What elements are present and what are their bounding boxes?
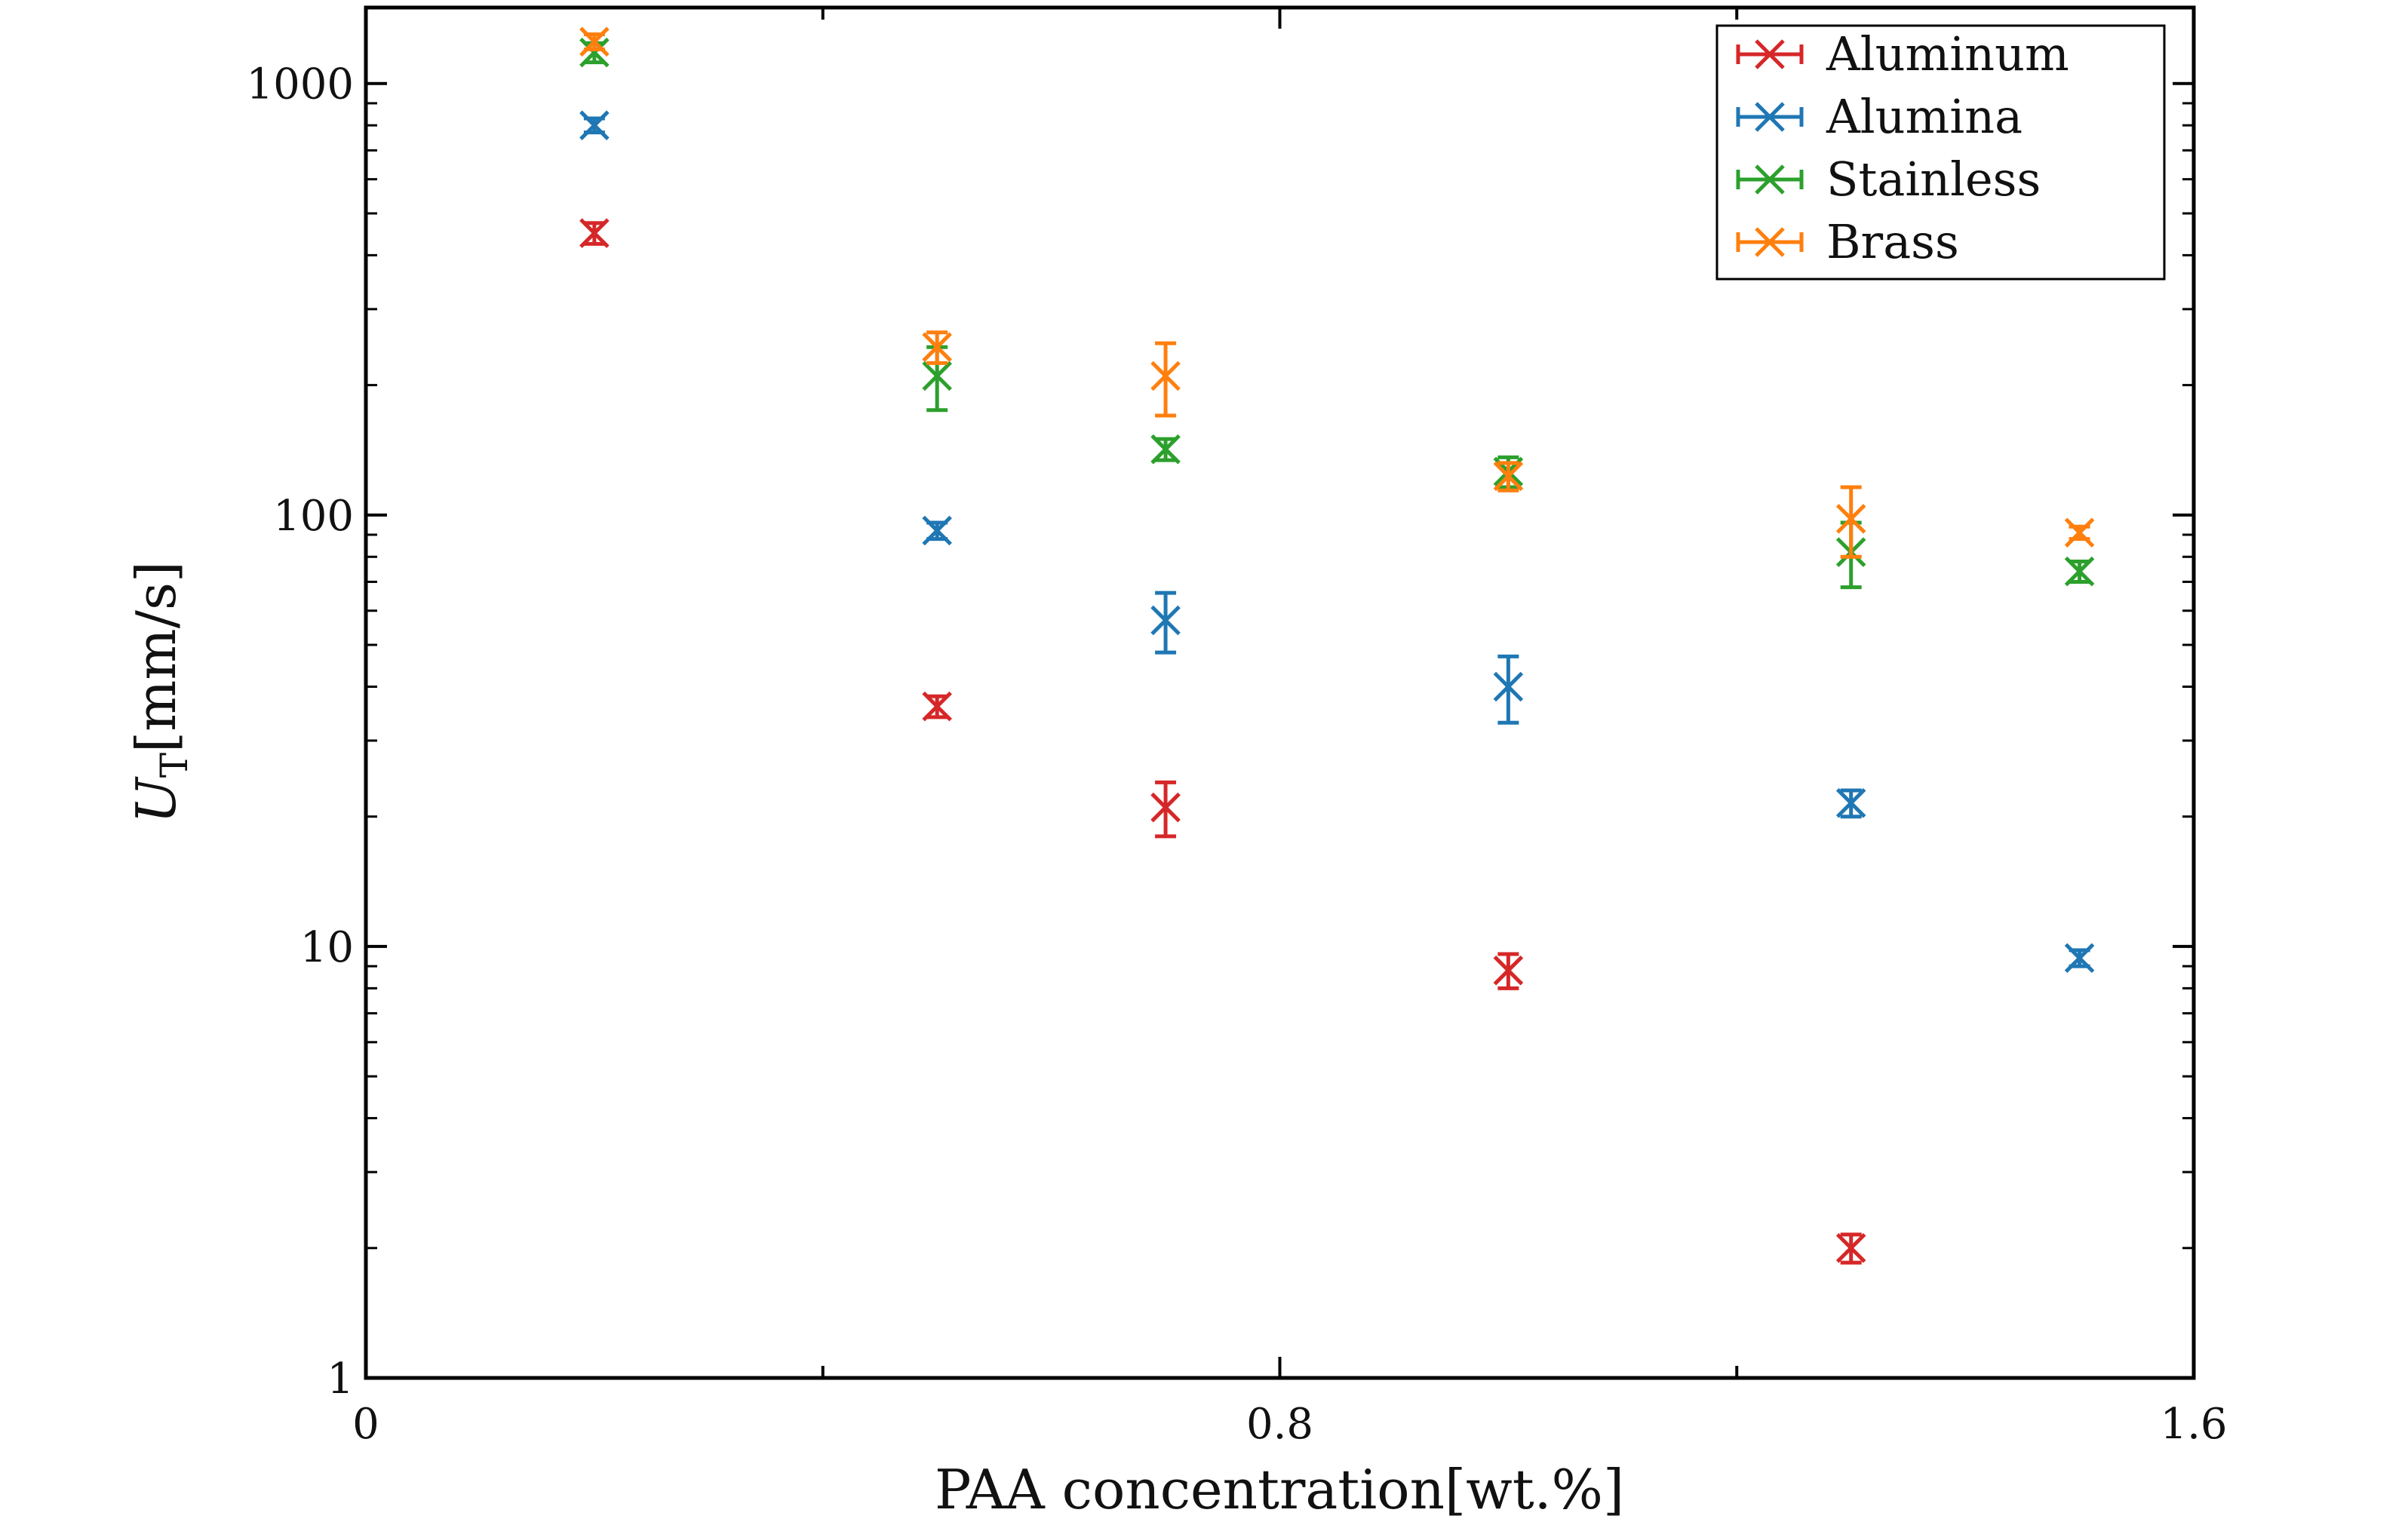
- data-point: [2064, 556, 2095, 587]
- legend-x-marker: [1755, 102, 1785, 132]
- data-point: [1835, 787, 1866, 819]
- legend-x-marker: [1755, 227, 1785, 257]
- y-tick-label: 1: [327, 1355, 354, 1404]
- x-marker-stroke: [2064, 556, 2095, 587]
- x-marker-stroke: [922, 332, 952, 362]
- x-marker-stroke: [579, 37, 610, 68]
- y-axis-label: UT[mm/s]: [124, 561, 196, 824]
- legend-item-stainless: Stainless: [1736, 152, 2041, 207]
- x-marker-stroke: [579, 218, 610, 248]
- y-tick-label: 100: [273, 492, 354, 541]
- legend-box: [1715, 24, 2166, 281]
- x-marker-stroke: [922, 515, 952, 546]
- x-marker-stroke: [1150, 361, 1181, 391]
- x-tick-label: 0.8: [1246, 1400, 1313, 1449]
- x-axis-label: PAA concentration[wt.%]: [935, 1458, 1624, 1521]
- data-point: [2064, 517, 2095, 548]
- data-point: [579, 26, 610, 57]
- legend-x-marker: [1755, 164, 1785, 195]
- legend-label: Stainless: [1826, 152, 2041, 207]
- data-point: [1150, 780, 1181, 839]
- legend-label: Aluminum: [1826, 26, 2069, 81]
- legend-x-marker: [1755, 39, 1785, 69]
- x-marker-stroke: [1835, 787, 1866, 818]
- legend-item-brass: Brass: [1736, 214, 1959, 269]
- data-point: [1493, 461, 1524, 492]
- y-tick-label: 1000: [246, 60, 354, 109]
- y-axis-label-subscript: T: [152, 753, 196, 778]
- series-alumina: [579, 110, 2095, 974]
- legend-items: Aluminum Alumina Stainless Brass: [1736, 26, 2069, 269]
- x-tick-label: 1.6: [2160, 1400, 2227, 1449]
- y-axis-label-units: [mm/s]: [124, 561, 188, 753]
- plot-frame: [364, 5, 2196, 1380]
- x-marker-stroke: [1835, 1233, 1866, 1263]
- data-point: [922, 515, 952, 546]
- data-point: [922, 330, 952, 365]
- x-marker-stroke: [1493, 955, 1524, 986]
- data-point: [1150, 591, 1181, 655]
- data-point: [1493, 654, 1524, 725]
- x-marker-stroke: [2064, 517, 2095, 548]
- x-marker-stroke: [1150, 434, 1181, 465]
- data-point: [1835, 1232, 1866, 1265]
- y-tick-label: 10: [300, 923, 354, 972]
- x-marker-stroke: [922, 691, 952, 722]
- data-point: [1150, 434, 1181, 465]
- data-point: [1835, 485, 1866, 559]
- data-point: [579, 110, 610, 140]
- legend-item-alumina: Alumina: [1736, 89, 2023, 144]
- data-point: [1150, 341, 1181, 418]
- data-point: [922, 691, 952, 722]
- y-axis-label-symbol: U: [124, 776, 188, 824]
- legend-item-aluminum: Aluminum: [1736, 26, 2069, 81]
- data-point: [2064, 943, 2095, 974]
- x-marker-stroke: [1493, 671, 1524, 702]
- x-marker-stroke: [1150, 792, 1181, 823]
- series-aluminum: [579, 218, 1866, 1265]
- x-marker-stroke: [922, 361, 952, 391]
- legend-label: Brass: [1826, 214, 1959, 269]
- tick-labels: 0 0.8 1.6 1 10 100 1000: [246, 60, 2227, 1449]
- x-marker-stroke: [579, 26, 610, 57]
- x-marker-stroke: [1150, 605, 1181, 636]
- data-point: [1493, 952, 1524, 990]
- legend-label: Alumina: [1826, 89, 2023, 144]
- x-marker-stroke: [579, 110, 610, 140]
- legend: Aluminum Alumina Stainless Brass: [1715, 24, 2166, 281]
- data-series: [579, 26, 2095, 1265]
- x-marker-stroke: [2064, 943, 2095, 974]
- x-tick-label: 0: [352, 1400, 379, 1449]
- data-point: [579, 218, 610, 248]
- x-marker-stroke: [1835, 504, 1866, 534]
- x-marker-stroke: [1493, 461, 1524, 492]
- series-brass: [579, 26, 2095, 559]
